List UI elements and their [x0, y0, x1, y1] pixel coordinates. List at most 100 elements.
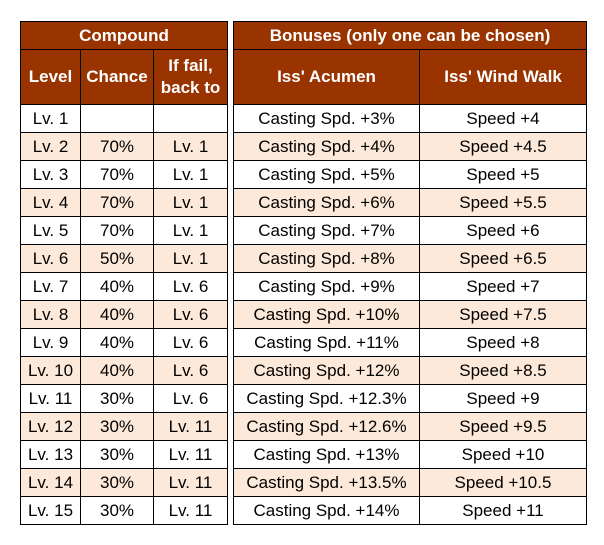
chance-cell: 70%	[80, 160, 154, 189]
table-row: Casting Spd. +13.5% Speed +10.5	[233, 468, 587, 497]
wind-walk-cell: Speed +10.5	[419, 468, 587, 497]
fail-cell: Lv. 11	[153, 412, 228, 441]
table-row: Casting Spd. +6% Speed +5.5	[233, 188, 587, 217]
acumen-cell: Casting Spd. +12%	[233, 356, 420, 385]
acumen-cell: Casting Spd. +6%	[233, 188, 420, 217]
acumen-cell: Casting Spd. +4%	[233, 132, 420, 161]
chance-cell: 70%	[80, 216, 154, 245]
wind-walk-header: Iss' Wind Walk	[419, 49, 587, 105]
acumen-cell: Casting Spd. +8%	[233, 244, 420, 273]
level-cell: Lv. 11	[20, 384, 81, 413]
chance-cell	[80, 104, 154, 133]
table-row: Casting Spd. +5% Speed +5	[233, 160, 587, 189]
wind-walk-cell: Speed +4	[419, 104, 587, 133]
level-cell: Lv. 14	[20, 468, 81, 497]
table-row: Lv. 8 40% Lv. 6	[20, 300, 228, 329]
level-cell: Lv. 4	[20, 188, 81, 217]
table-row: Casting Spd. +8% Speed +6.5	[233, 244, 587, 273]
acumen-header: Iss' Acumen	[233, 49, 420, 105]
fail-cell: Lv. 6	[153, 384, 228, 413]
table-row: Lv. 14 30% Lv. 11	[20, 468, 228, 497]
acumen-cell: Casting Spd. +13%	[233, 440, 420, 469]
acumen-cell: Casting Spd. +12.3%	[233, 384, 420, 413]
table-row: Lv. 7 40% Lv. 6	[20, 272, 228, 301]
level-cell: Lv. 12	[20, 412, 81, 441]
chance-cell: 40%	[80, 328, 154, 357]
acumen-cell: Casting Spd. +9%	[233, 272, 420, 301]
fail-header-line2: back to	[160, 78, 221, 97]
table-row: Lv. 10 40% Lv. 6	[20, 356, 228, 385]
fail-cell: Lv. 11	[153, 496, 228, 525]
fail-cell: Lv. 6	[153, 328, 228, 357]
fail-cell: Lv. 6	[153, 356, 228, 385]
wind-walk-cell: Speed +4.5	[419, 132, 587, 161]
table-row: Casting Spd. +12.3% Speed +9	[233, 384, 587, 413]
acumen-cell: Casting Spd. +7%	[233, 216, 420, 245]
chance-cell: 50%	[80, 244, 154, 273]
wind-walk-cell: Speed +6.5	[419, 244, 587, 273]
compound-body: Lv. 1 Lv. 2 70% Lv. 1 Lv. 3 70% Lv. 1 Lv. 4 70% L…	[20, 104, 228, 525]
wind-walk-cell: Speed +7.5	[419, 300, 587, 329]
acumen-cell: Casting Spd. +5%	[233, 160, 420, 189]
level-cell: Lv. 6	[20, 244, 81, 273]
chance-cell: 30%	[80, 440, 154, 469]
table-row: Lv. 5 70% Lv. 1	[20, 216, 228, 245]
table-row: Casting Spd. +12.6% Speed +9.5	[233, 412, 587, 441]
table-row: Casting Spd. +4% Speed +4.5	[233, 132, 587, 161]
wind-walk-cell: Speed +5.5	[419, 188, 587, 217]
acumen-cell: Casting Spd. +10%	[233, 300, 420, 329]
level-cell: Lv. 5	[20, 216, 81, 245]
wind-walk-cell: Speed +5	[419, 160, 587, 189]
fail-cell: Lv. 11	[153, 468, 228, 497]
chance-cell: 40%	[80, 356, 154, 385]
table-row: Casting Spd. +7% Speed +6	[233, 216, 587, 245]
table-row: Lv. 3 70% Lv. 1	[20, 160, 228, 189]
table-row: Casting Spd. +9% Speed +7	[233, 272, 587, 301]
fail-cell: Lv. 6	[153, 272, 228, 301]
level-cell: Lv. 1	[20, 104, 81, 133]
level-cell: Lv. 3	[20, 160, 81, 189]
table-row: Lv. 13 30% Lv. 11	[20, 440, 228, 469]
fail-header: If fail, back to	[153, 49, 228, 105]
chance-cell: 30%	[80, 412, 154, 441]
level-cell: Lv. 10	[20, 356, 81, 385]
chance-cell: 40%	[80, 300, 154, 329]
acumen-cell: Casting Spd. +13.5%	[233, 468, 420, 497]
chance-cell: 30%	[80, 468, 154, 497]
level-cell: Lv. 7	[20, 272, 81, 301]
chance-header: Chance	[80, 49, 154, 105]
fail-cell: Lv. 1	[153, 160, 228, 189]
wind-walk-cell: Speed +7	[419, 272, 587, 301]
fail-cell	[153, 104, 228, 133]
compound-table: Compound Level Chance If fail, back to L…	[20, 21, 228, 525]
chance-cell: 70%	[80, 188, 154, 217]
table-row: Casting Spd. +12% Speed +8.5	[233, 356, 587, 385]
table-row: Casting Spd. +13% Speed +10	[233, 440, 587, 469]
level-cell: Lv. 8	[20, 300, 81, 329]
chance-cell: 70%	[80, 132, 154, 161]
table-row: Casting Spd. +3% Speed +4	[233, 104, 587, 133]
fail-cell: Lv. 6	[153, 300, 228, 329]
level-cell: Lv. 9	[20, 328, 81, 357]
acumen-cell: Casting Spd. +12.6%	[233, 412, 420, 441]
wind-walk-cell: Speed +9	[419, 384, 587, 413]
acumen-cell: Casting Spd. +11%	[233, 328, 420, 357]
compound-title: Compound	[20, 21, 228, 50]
wind-walk-cell: Speed +9.5	[419, 412, 587, 441]
fail-header-line1: If fail,	[168, 56, 213, 75]
chance-cell: 30%	[80, 496, 154, 525]
wind-walk-cell: Speed +10	[419, 440, 587, 469]
table-row: Casting Spd. +14% Speed +11	[233, 496, 587, 525]
acumen-cell: Casting Spd. +14%	[233, 496, 420, 525]
chance-cell: 40%	[80, 272, 154, 301]
fail-cell: Lv. 1	[153, 132, 228, 161]
chance-cell: 30%	[80, 384, 154, 413]
fail-cell: Lv. 1	[153, 216, 228, 245]
wind-walk-cell: Speed +8.5	[419, 356, 587, 385]
table-row: Lv. 6 50% Lv. 1	[20, 244, 228, 273]
table-row: Lv. 12 30% Lv. 11	[20, 412, 228, 441]
bonus-title: Bonuses (only one can be chosen)	[233, 21, 587, 50]
bonus-table: Bonuses (only one can be chosen) Iss' Ac…	[233, 21, 587, 525]
table-row: Lv. 15 30% Lv. 11	[20, 496, 228, 525]
wind-walk-cell: Speed +8	[419, 328, 587, 357]
